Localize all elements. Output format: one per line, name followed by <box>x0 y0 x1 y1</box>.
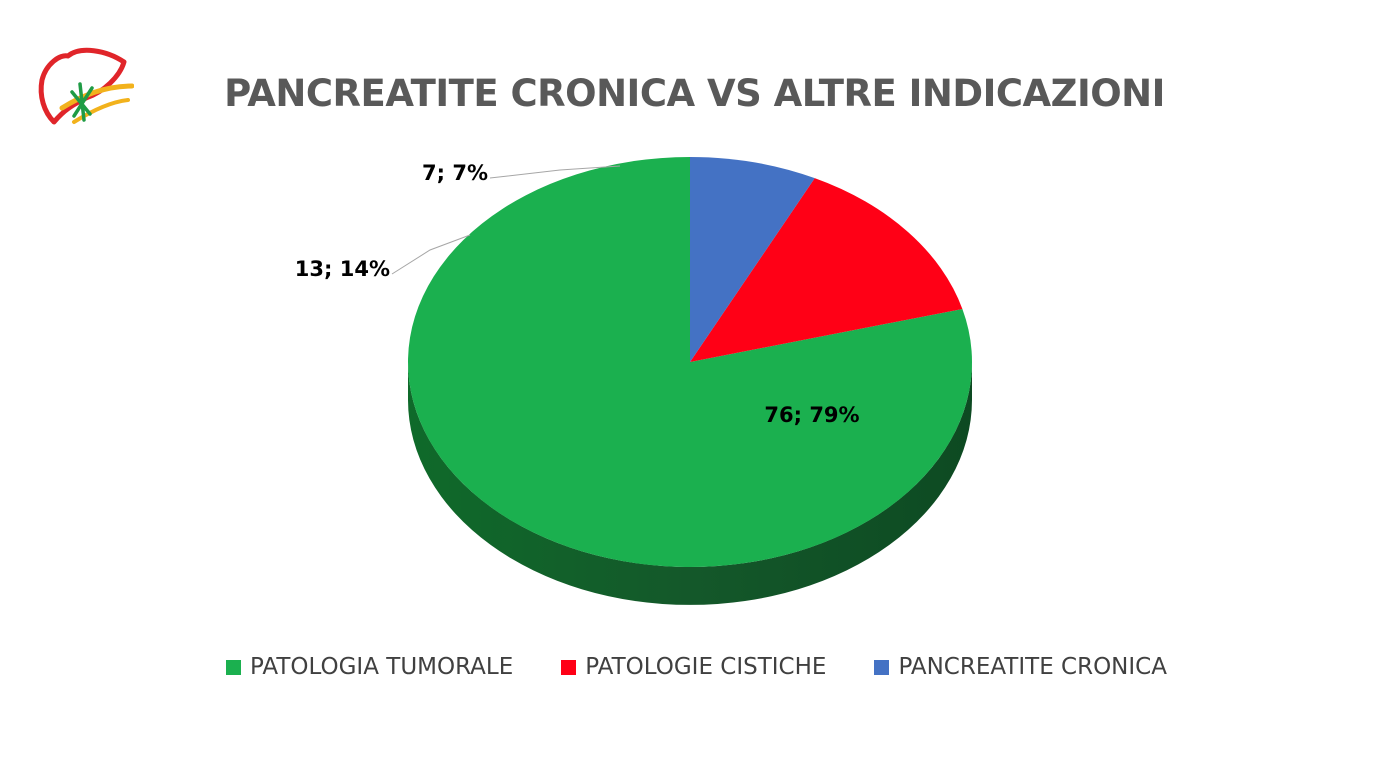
leader-line-3 <box>489 165 621 179</box>
legend-swatch <box>226 659 242 675</box>
leader-line-2 <box>391 234 471 275</box>
legend-item-pancreatite-cronica: PANCREATITE CRONICA <box>874 654 1167 680</box>
legend-swatch <box>561 659 577 675</box>
legend: PATOLOGIA TUMORALE PATOLOGIE CISTICHE PANC… <box>0 654 1379 680</box>
legend-item-patologia-tumorale: PATOLOGIA TUMORALE <box>226 654 513 680</box>
slice-patologia-tumorale <box>408 157 973 567</box>
legend-label: PATOLOGIA TUMORALE <box>250 654 514 680</box>
slice-side-patologia-tumorale <box>408 362 972 605</box>
data-label-patologia-tumorale: 76; 79% <box>764 403 859 427</box>
legend-item-patologie-cistiche: PATOLOGIE CISTICHE <box>561 654 826 680</box>
data-label-patologie-cistiche: 13; 14% <box>295 257 390 281</box>
slice-patologie-cistiche <box>690 178 963 362</box>
legend-label: PANCREATITE CRONICA <box>898 654 1167 680</box>
liver-logo-icon <box>38 47 134 125</box>
slice-pancreatite-cronica <box>690 157 815 362</box>
legend-swatch <box>874 659 890 675</box>
data-label-pancreatite-cronica: 7; 7% <box>422 161 488 185</box>
legend-label: PATOLOGIE CISTICHE <box>585 654 827 680</box>
chart-title: PANCREATITE CRONICA VS ALTRE INDICAZIONI <box>224 72 1165 115</box>
